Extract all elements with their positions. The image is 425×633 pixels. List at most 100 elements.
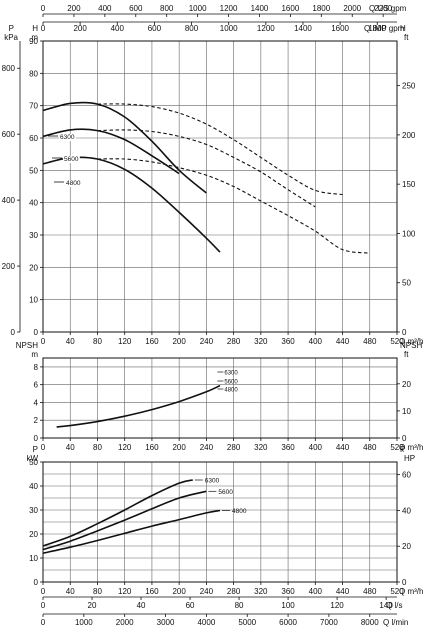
imp-gpm-tick-label: 1800: [368, 24, 386, 33]
series-line-6300-solid: [42, 479, 193, 547]
curve-label-bg: [59, 134, 76, 141]
y-left-tick-label: 10: [29, 296, 38, 305]
x-tick-label: 480: [363, 337, 377, 346]
imp-gpm-tick-label: 1400: [294, 24, 312, 33]
imp-gpm-tick-label: 800: [185, 24, 199, 33]
y-right-tick-label: 20: [402, 380, 411, 389]
x-tick-label: 480: [363, 587, 377, 596]
x-tick-label: 0: [41, 443, 46, 452]
series-line-5600-dashed: [97, 129, 316, 208]
curve-label-bg: [63, 156, 80, 163]
imp-gpm-tick-label: 400: [111, 24, 125, 33]
us-gpm-tick-label: 2000: [343, 4, 361, 13]
y-left-tick-label: 90: [29, 37, 38, 46]
x-tick-label: 200: [172, 587, 186, 596]
x-tick-label: 120: [118, 337, 132, 346]
x-tick-label: 40: [66, 337, 75, 346]
series-line-5600-solid: [42, 128, 180, 175]
y-left-outer-tick-label: 800: [2, 64, 16, 73]
x-tick-label: 280: [227, 337, 241, 346]
x-tick-label: 120: [118, 443, 132, 452]
imp-gpm-axis-label: Q IMP gpm: [364, 24, 405, 33]
x-tick-label: 520: [390, 587, 404, 596]
x-tick-label: 240: [200, 337, 214, 346]
y-left-outer-tick-label: 200: [2, 262, 16, 271]
lmin-tick-label: 4000: [197, 618, 215, 627]
npsh-curve-label-6300: 6300: [224, 371, 238, 377]
ls-tick-label: 140: [379, 601, 393, 610]
y-left-axis-unit: kW: [26, 454, 38, 463]
y-right-tick-label: 60: [402, 471, 411, 480]
x-tick-label: 440: [336, 337, 350, 346]
y-left-tick-label: 20: [29, 530, 38, 539]
series-line-4800-solid: [42, 509, 221, 554]
y-right-axis-label: P: [400, 445, 405, 454]
y-left-tick-label: 40: [29, 482, 38, 491]
y-right-tick-label: 150: [402, 180, 416, 189]
x-tick-label: 200: [172, 443, 186, 452]
plot-frame: [42, 357, 398, 439]
lmin-axis-label: Q l/min: [383, 618, 408, 627]
lmin-tick-label: 6000: [279, 618, 297, 627]
npsh-curve-label-4800: 4800: [224, 388, 238, 394]
y-left-tick-label: 60: [29, 134, 38, 143]
x-axis-label: Q m³/h: [399, 443, 423, 452]
lmin-tick-label: 1000: [75, 618, 93, 627]
power-curve-label-4800: 4800: [232, 508, 247, 515]
x-tick-label: 240: [200, 443, 214, 452]
y-left-tick-label: 6: [34, 381, 39, 390]
imp-gpm-tick-label: 1600: [331, 24, 349, 33]
x-tick-label: 0: [41, 337, 46, 346]
us-gpm-tick-label: 400: [98, 4, 112, 13]
us-gpm-tick-label: 200: [67, 4, 81, 13]
lmin-tick-label: 7000: [320, 618, 338, 627]
x-tick-label: 160: [145, 443, 159, 452]
imp-gpm-tick-label: 0: [41, 24, 46, 33]
y-right-axis-label: H: [400, 24, 406, 33]
ls-tick-label: 40: [137, 601, 146, 610]
curve-label-4800: 4800: [66, 180, 81, 187]
x-tick-label: 320: [254, 443, 268, 452]
y-left-tick-label: 50: [29, 458, 38, 467]
x-tick-label: 80: [93, 337, 102, 346]
y-right-tick-label: 50: [402, 279, 411, 288]
y-left-tick-label: 0: [34, 578, 39, 587]
y-left-axis-label: H: [32, 24, 38, 33]
y-left-axis-label: P: [33, 445, 38, 454]
x-tick-label: 240: [200, 587, 214, 596]
x-tick-label: 40: [66, 587, 75, 596]
y-left-tick-label: 30: [29, 506, 38, 515]
y-right-tick-label: 20: [402, 542, 411, 551]
ls-tick-label: 60: [186, 601, 195, 610]
ls-tick-label: 120: [330, 601, 344, 610]
us-gpm-axis-label: Q US gpm: [369, 4, 407, 13]
lmin-tick-label: 0: [41, 618, 46, 627]
x-tick-label: 360: [281, 587, 295, 596]
x-tick-label: 440: [336, 443, 350, 452]
y-left-tick-label: 30: [29, 231, 38, 240]
us-gpm-tick-label: 1400: [251, 4, 269, 13]
y-left-tick-label: 0: [34, 434, 39, 443]
power-curve-label-6300: 6300: [205, 478, 220, 485]
ls-tick-label: 0: [41, 601, 46, 610]
imp-gpm-tick-label: 200: [73, 24, 87, 33]
y-right-tick-label: 100: [402, 229, 416, 238]
us-gpm-tick-label: 1600: [281, 4, 299, 13]
us-gpm-tick-label: 1800: [312, 4, 330, 13]
x-tick-label: 360: [281, 443, 295, 452]
x-tick-label: 40: [66, 443, 75, 452]
plot-frame: [42, 40, 398, 333]
ls-tick-label: 80: [235, 601, 244, 610]
x-tick-label: 80: [93, 443, 102, 452]
x-tick-label: 0: [41, 587, 46, 596]
y-left-axis-unit: m: [31, 350, 38, 359]
y-left-axis-unit: m: [31, 33, 38, 42]
x-tick-label: 80: [93, 587, 102, 596]
y-left-tick-label: 10: [29, 554, 38, 563]
x-tick-label: 120: [118, 587, 132, 596]
curve-label-bg: [65, 180, 82, 187]
x-tick-label: 200: [172, 337, 186, 346]
y-left-outer-axis-unit: kPa: [4, 33, 18, 42]
y-left-tick-label: 8: [34, 363, 39, 372]
y-right-tick-label: 200: [402, 131, 416, 140]
